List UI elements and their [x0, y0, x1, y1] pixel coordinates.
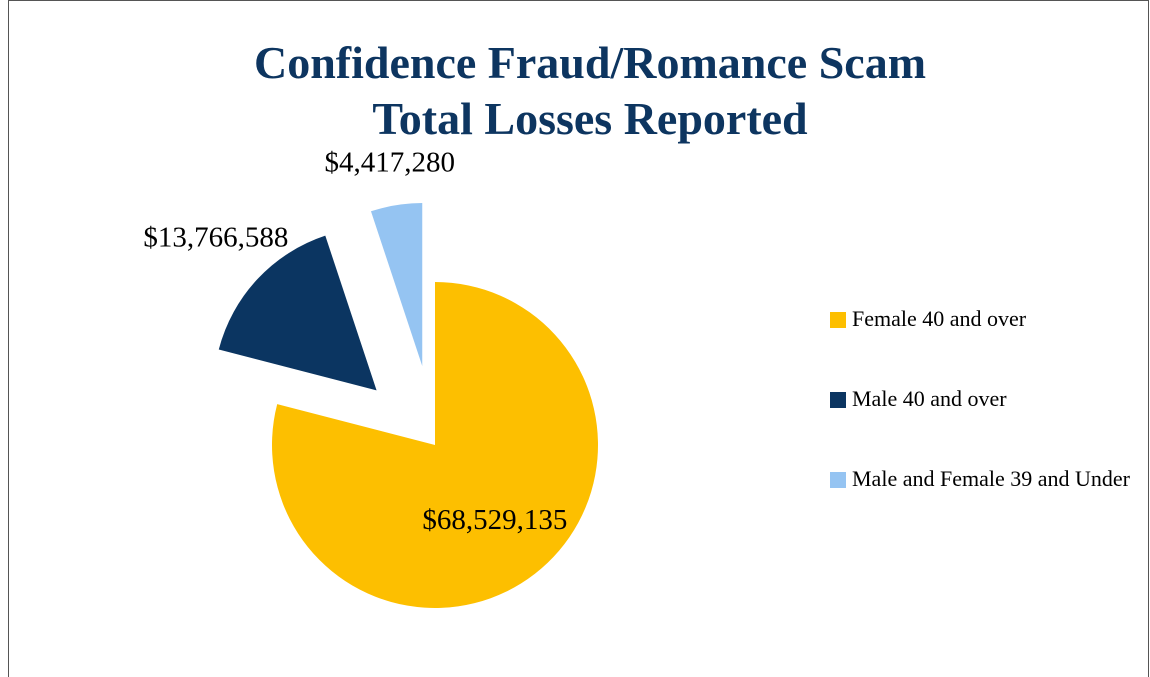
frame — [8, 0, 1149, 677]
legend-item: Female 40 and over — [830, 305, 1130, 333]
legend-item: Male 40 and over — [830, 385, 1130, 413]
legend-swatch — [830, 312, 846, 328]
pie-slice — [218, 235, 377, 391]
legend-item: Male and Female 39 and Under — [830, 465, 1130, 493]
legend: Female 40 and over Male 40 and over Male a… — [830, 305, 1130, 545]
data-label: $4,417,280 — [325, 147, 456, 179]
pie-slice — [271, 282, 598, 608]
legend-label: Female 40 and over — [852, 306, 1027, 331]
data-label: $68,529,135 — [422, 504, 567, 536]
chart-title: Confidence Fraud/Romance Scam — [254, 37, 926, 88]
legend-swatch — [830, 392, 846, 408]
legend-label: Male 40 and over — [852, 386, 1007, 411]
legend-label: Male and Female 39 and Under — [852, 466, 1130, 491]
pie-slice — [370, 203, 423, 367]
chart-title: Total Losses Reported — [372, 93, 808, 144]
data-label: $13,766,588 — [143, 222, 288, 254]
legend-swatch — [830, 472, 846, 488]
